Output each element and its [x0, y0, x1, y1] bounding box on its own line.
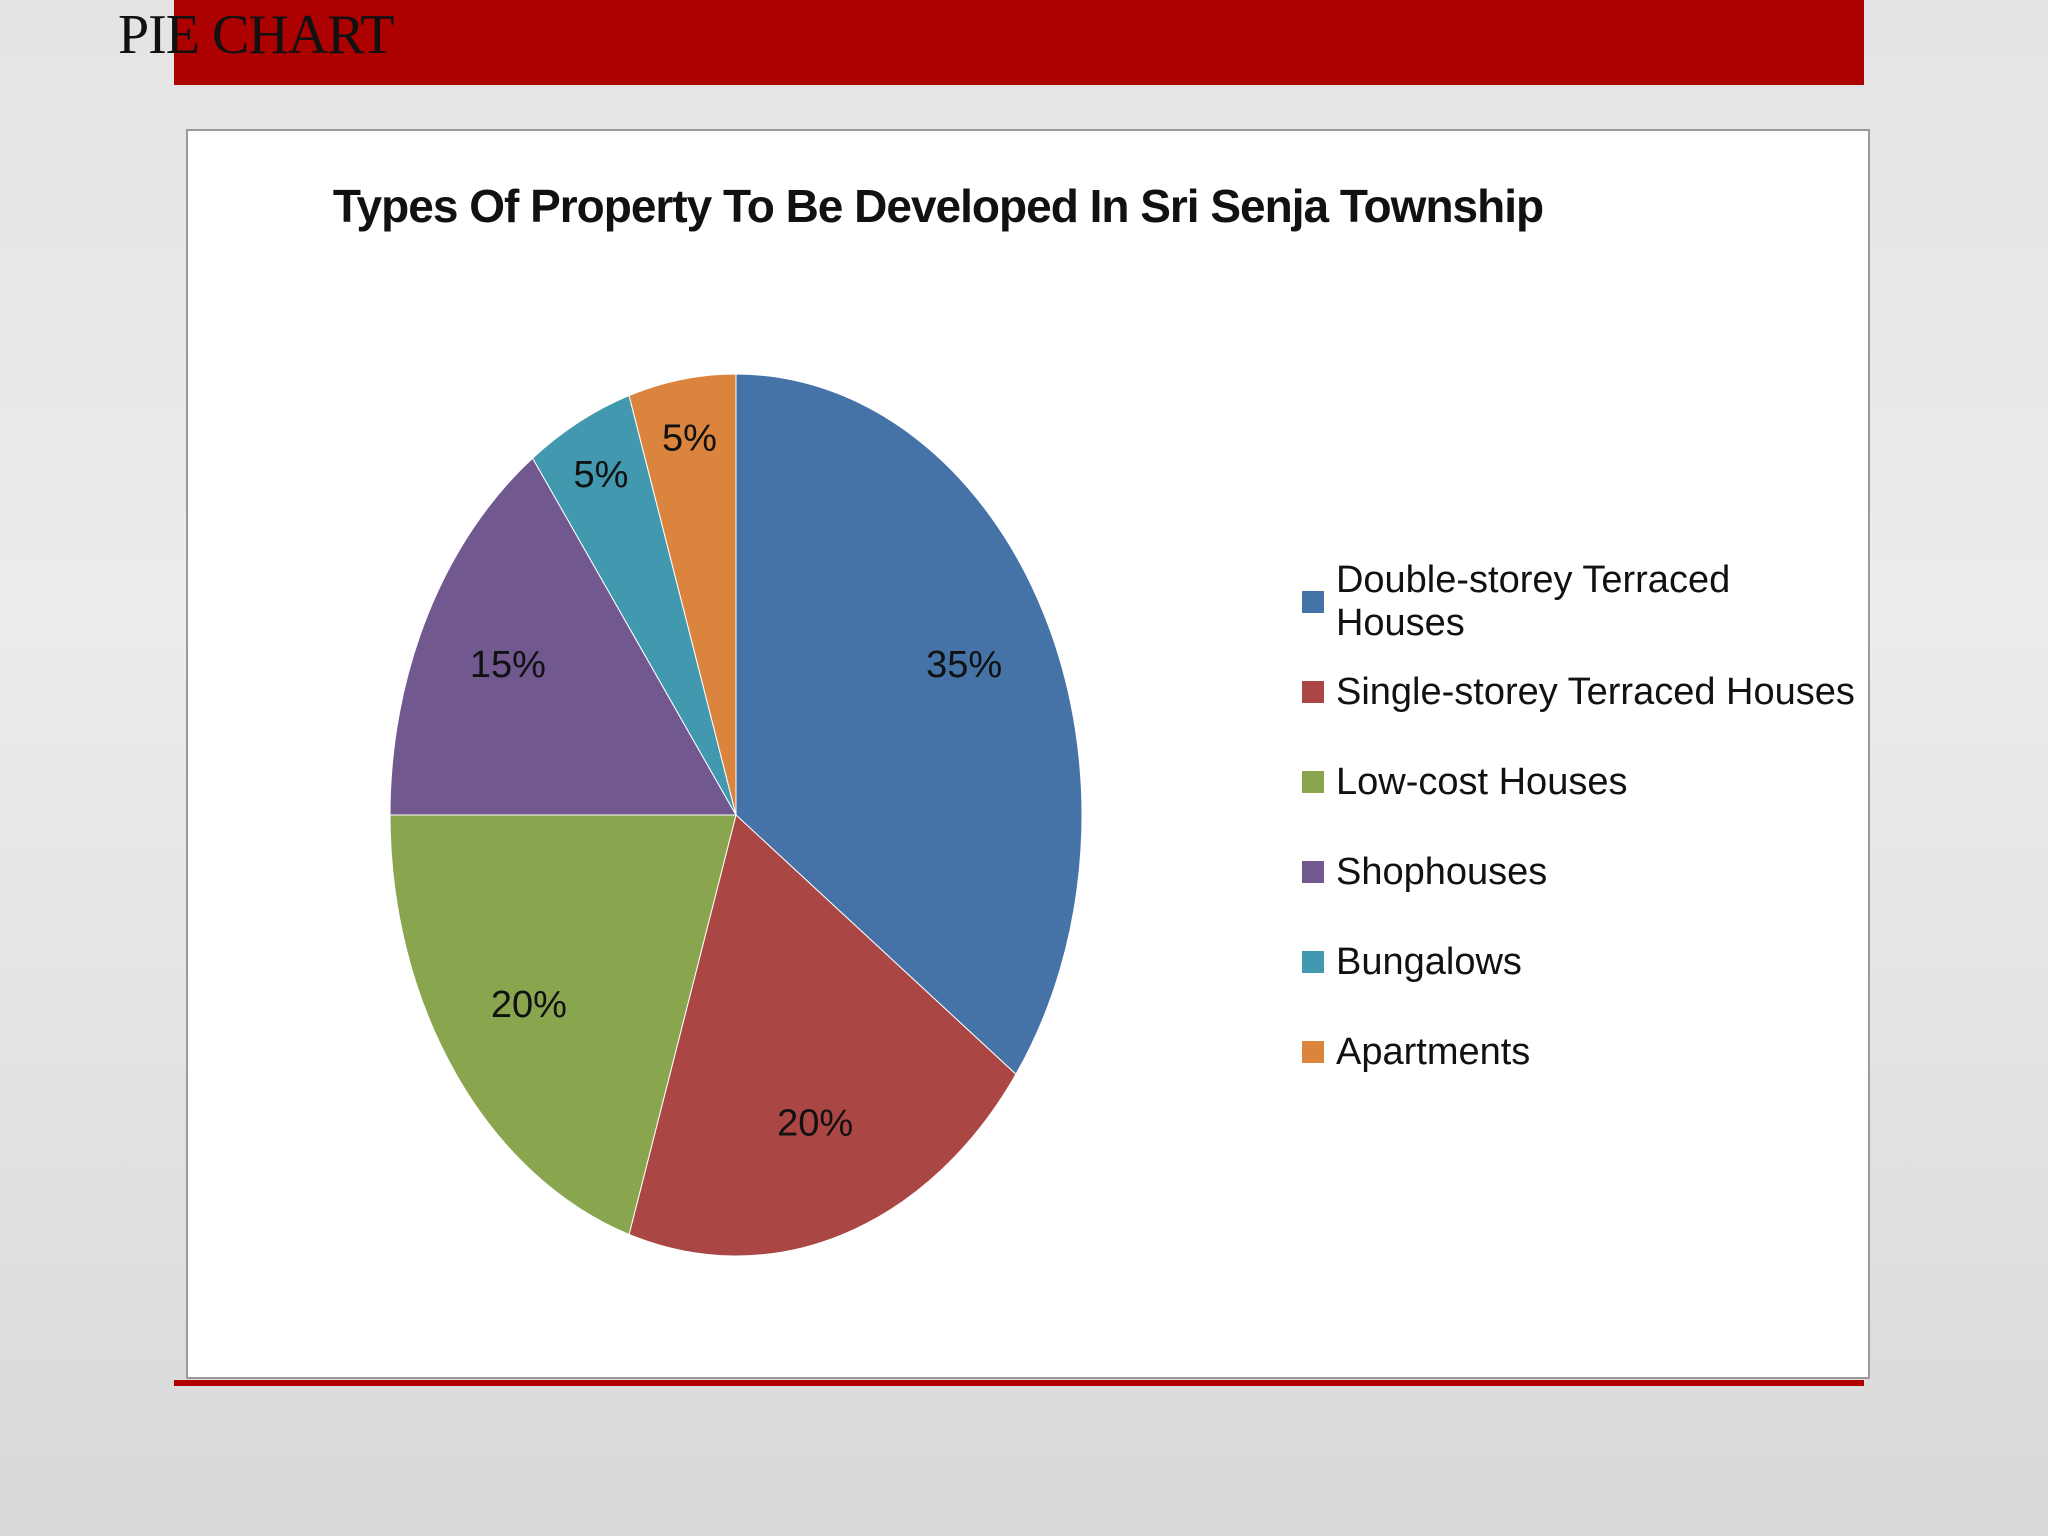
pie-slice	[628, 373, 737, 816]
legend-swatch	[1302, 771, 1324, 793]
legend-swatch	[1302, 591, 1324, 613]
legend-item: Low-cost Houses	[1302, 737, 1868, 827]
chart-legend: Double-storey Terraced Houses Single-stor…	[1302, 557, 1868, 1097]
pie-data-label: 20%	[491, 984, 567, 1026]
chart-frame: Types Of Property To Be Developed In Sri…	[186, 129, 1870, 1379]
pie-data-label: 5%	[573, 454, 628, 496]
pie-data-labels: 35% 20% 20% 15% 5% 5%	[470, 417, 1002, 1144]
legend-label: Shophouses	[1336, 850, 1548, 893]
legend-item: Shophouses	[1302, 827, 1868, 917]
legend-item: Bungalows	[1302, 917, 1868, 1007]
legend-swatch	[1302, 951, 1324, 973]
legend-item: Single-storey Terraced Houses	[1302, 647, 1868, 737]
pie-data-label: 15%	[470, 644, 546, 686]
pie-data-label: 35%	[926, 644, 1002, 686]
pie-data-label: 20%	[777, 1102, 853, 1144]
legend-item: Double-storey Terraced Houses	[1302, 557, 1868, 647]
legend-label: Low-cost Houses	[1336, 760, 1628, 803]
pie-slice	[628, 814, 1017, 1257]
pie-slice	[735, 373, 1083, 1076]
legend-swatch	[1302, 1041, 1324, 1063]
pie-slices	[389, 373, 1083, 1257]
pie-data-label: 5%	[662, 417, 717, 459]
pie-slice	[389, 814, 737, 1236]
pie-slice	[389, 457, 737, 816]
legend-label: Apartments	[1336, 1030, 1531, 1073]
legend-label: Single-storey Terraced Houses	[1336, 670, 1855, 713]
legend-swatch	[1302, 861, 1324, 883]
slide-title: PIE CHART	[118, 4, 394, 66]
legend-label: Bungalows	[1336, 940, 1522, 983]
legend-label: Double-storey Terraced Houses	[1335, 559, 1731, 644]
pie-chart: 35% 20% 20% 15% 5% 5%	[389, 373, 1083, 1257]
bottom-divider	[174, 1380, 1864, 1386]
chart-title: Types Of Property To Be Developed In Sri…	[332, 180, 1544, 232]
legend-swatch	[1302, 681, 1324, 703]
legend-item: Apartments	[1302, 1007, 1868, 1097]
header-bar	[174, 0, 1864, 85]
